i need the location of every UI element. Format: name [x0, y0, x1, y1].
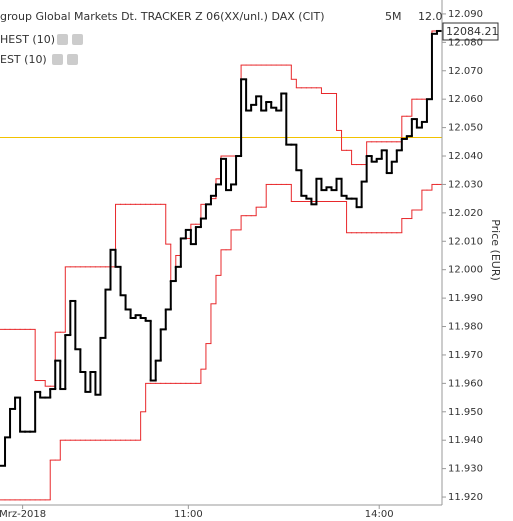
x-tick-label: Mrz-2018 — [0, 509, 46, 520]
y-tick-label: 12.040 — [448, 151, 483, 162]
price-box — [442, 22, 499, 41]
y-tick-label: 12.000 — [448, 265, 483, 276]
y-tick-label: 11.930 — [448, 464, 483, 475]
settings-icon[interactable] — [52, 54, 63, 65]
legend-item: HEST (10) — [0, 33, 83, 46]
y-tick-label: 11.920 — [448, 492, 483, 503]
y-tick-label: 11.990 — [448, 293, 483, 304]
y-tick-label: 11.980 — [448, 322, 483, 333]
interval: 5M — [385, 10, 402, 23]
legend-label: HEST (10) — [0, 33, 55, 46]
y-tick-label: 12.020 — [448, 208, 483, 219]
y-tick-label: 12.030 — [448, 179, 483, 190]
legend-item: EST (10) — [0, 53, 78, 66]
y-tick-label: 11.940 — [448, 435, 483, 446]
x-tick-label: 14:00 — [365, 509, 394, 520]
y-tick-label: 12.050 — [448, 123, 483, 134]
y-axis-title: Price (EUR) — [489, 219, 502, 281]
settings-icon[interactable] — [57, 34, 68, 45]
plot-area — [0, 29, 443, 501]
legend-label: EST (10) — [0, 53, 47, 66]
chart-title: group Global Markets Dt. TRACKER Z 06(XX… — [0, 10, 325, 23]
y-tick-label: 12.010 — [448, 236, 483, 247]
x-tick-label: 11:00 — [174, 509, 203, 520]
y-tick-label: 12.090 — [448, 9, 483, 20]
close-icon[interactable] — [67, 54, 78, 65]
price-label: 12084.21 — [446, 25, 499, 38]
y-tick-label: 12.070 — [448, 66, 483, 77]
y-tick-label: 12.080 — [448, 37, 483, 48]
y-tick-label: 11.970 — [448, 350, 483, 361]
close-icon[interactable] — [72, 34, 83, 45]
last-price: 12.0 — [418, 10, 443, 23]
y-tick-label: 11.960 — [448, 378, 483, 389]
y-tick-label: 12.060 — [448, 94, 483, 105]
y-tick-label: 11.950 — [448, 407, 483, 418]
